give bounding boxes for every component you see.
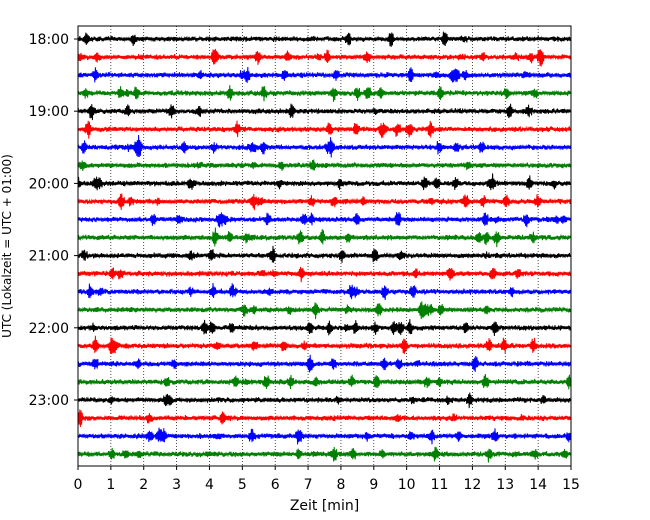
y-tick-label: 20:00 xyxy=(29,176,69,192)
trace-2245 xyxy=(77,373,572,390)
x-tick-label: 12 xyxy=(463,477,481,493)
x-tick-label: 2 xyxy=(139,477,148,493)
trace-1930 xyxy=(77,134,572,158)
x-tick-label: 9 xyxy=(369,477,378,493)
trace-2100 xyxy=(77,245,572,263)
x-axis-ticks: 0 1 2 3 4 5 6 7 8 9 10 11 12 13 14 15 xyxy=(74,466,580,493)
x-tick-label: 0 xyxy=(74,477,83,493)
y-tick-label: 18:00 xyxy=(29,32,69,48)
y-tick-label: 21:00 xyxy=(29,249,69,265)
y-tick-label: 23:00 xyxy=(29,393,69,409)
trace-2000 xyxy=(77,173,572,191)
trace-1800 xyxy=(77,31,572,47)
trace-1815 xyxy=(77,48,572,67)
trace-1830 xyxy=(77,66,572,83)
x-tick-label: 11 xyxy=(431,477,449,493)
x-tick-label: 3 xyxy=(172,477,181,493)
x-tick-label: 1 xyxy=(106,477,115,493)
x-tick-label: 5 xyxy=(238,477,247,493)
trace-2115 xyxy=(77,266,572,283)
grid-lines xyxy=(110,26,539,466)
trace-1915 xyxy=(77,120,572,139)
trace-2345 xyxy=(77,446,572,463)
x-tick-label: 6 xyxy=(271,477,280,493)
x-tick-label: 15 xyxy=(562,477,580,493)
y-tick-label: 22:00 xyxy=(29,321,69,337)
trace-2130 xyxy=(77,282,572,301)
trace-2145 xyxy=(77,301,572,320)
trace-1900 xyxy=(77,103,572,121)
y-axis-label: UTC (Lokalzeit = UTC + 01:00) xyxy=(0,154,14,338)
x-axis-label: Zeit [min] xyxy=(290,498,359,514)
x-tick-label: 14 xyxy=(529,477,547,493)
y-tick-label: 19:00 xyxy=(29,104,69,120)
y-axis-ticks: 18:00 19:00 20:00 21:00 22:00 23:00 xyxy=(29,32,78,409)
trace-1945 xyxy=(77,159,572,172)
trace-2300 xyxy=(77,392,572,409)
trace-2030 xyxy=(77,211,572,228)
x-tick-label: 7 xyxy=(304,477,313,493)
x-tick-label: 8 xyxy=(336,477,345,493)
trace-2200 xyxy=(77,319,572,337)
seismic-traces xyxy=(77,31,572,463)
x-tick-label: 4 xyxy=(205,477,214,493)
trace-2315 xyxy=(77,409,572,428)
trace-2330 xyxy=(77,427,572,445)
trace-2015 xyxy=(77,193,572,211)
trace-1845 xyxy=(77,85,572,102)
plot-frame xyxy=(77,25,572,467)
x-tick-label: 13 xyxy=(496,477,514,493)
trace-2045 xyxy=(77,227,572,248)
trace-2215 xyxy=(77,335,572,354)
trace-2230 xyxy=(77,354,572,373)
x-tick-label: 10 xyxy=(398,477,416,493)
